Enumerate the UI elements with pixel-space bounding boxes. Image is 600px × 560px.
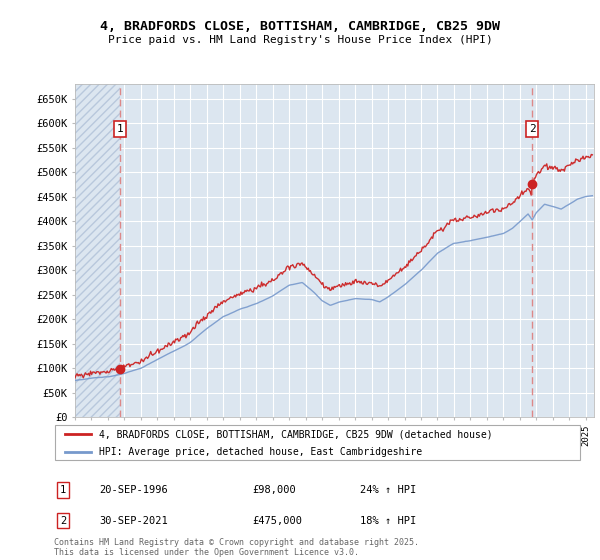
Text: 30-SEP-2021: 30-SEP-2021	[99, 516, 168, 526]
Text: 4, BRADFORDS CLOSE, BOTTISHAM, CAMBRIDGE, CB25 9DW (detached house): 4, BRADFORDS CLOSE, BOTTISHAM, CAMBRIDGE…	[99, 429, 493, 439]
Text: HPI: Average price, detached house, East Cambridgeshire: HPI: Average price, detached house, East…	[99, 447, 422, 457]
Text: £475,000: £475,000	[252, 516, 302, 526]
Text: 4, BRADFORDS CLOSE, BOTTISHAM, CAMBRIDGE, CB25 9DW: 4, BRADFORDS CLOSE, BOTTISHAM, CAMBRIDGE…	[100, 20, 500, 32]
Bar	[75, 84, 120, 417]
Text: 20-SEP-1996: 20-SEP-1996	[99, 485, 168, 495]
Text: Price paid vs. HM Land Registry's House Price Index (HPI): Price paid vs. HM Land Registry's House …	[107, 35, 493, 45]
Text: 2: 2	[60, 516, 66, 526]
Text: £98,000: £98,000	[252, 485, 296, 495]
Text: 1: 1	[60, 485, 66, 495]
Text: Contains HM Land Registry data © Crown copyright and database right 2025.
This d: Contains HM Land Registry data © Crown c…	[54, 538, 419, 557]
Text: 18% ↑ HPI: 18% ↑ HPI	[360, 516, 416, 526]
Text: 2: 2	[529, 124, 536, 134]
FancyBboxPatch shape	[55, 426, 580, 460]
Text: 1: 1	[116, 124, 124, 134]
Text: 24% ↑ HPI: 24% ↑ HPI	[360, 485, 416, 495]
